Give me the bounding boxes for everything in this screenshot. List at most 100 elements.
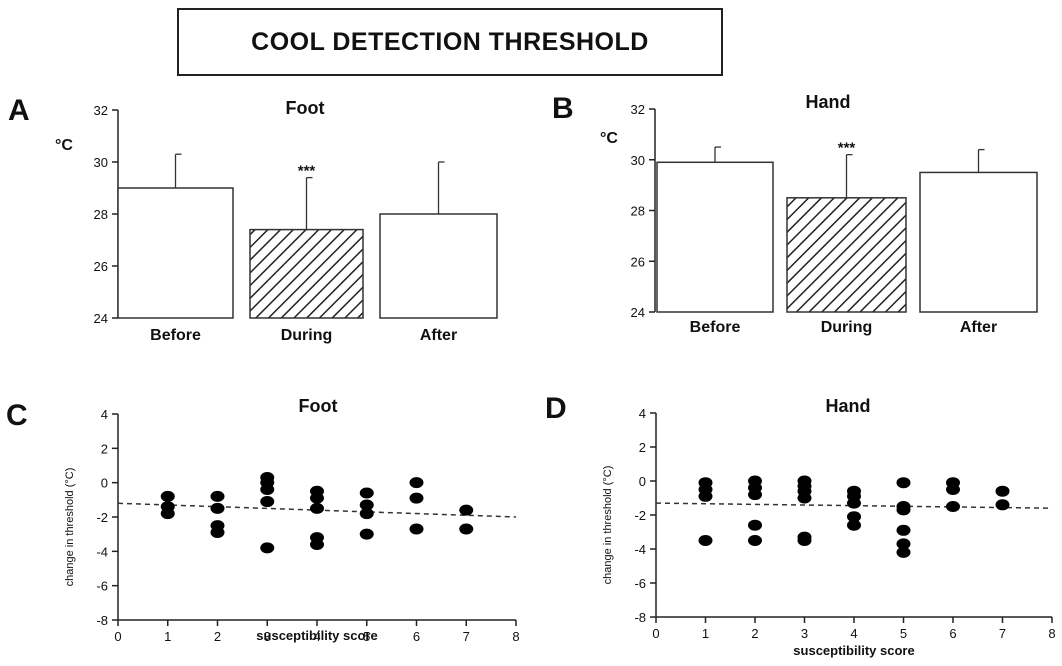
panel-c-data-point	[210, 490, 225, 502]
panel-d-data-point	[748, 489, 762, 501]
panel-d-y-tick-label: -2	[634, 508, 646, 523]
panel-c-x-tick-label: 7	[463, 629, 470, 644]
panel-d-y-tick-label: 4	[639, 406, 646, 421]
panel-d-data-point	[946, 501, 960, 512]
panel-c-data-point	[310, 502, 324, 514]
panel-a-y-tick-label: 28	[94, 207, 108, 222]
panel-b-y-tick-label: 28	[631, 204, 645, 219]
panel-a-category-label-before: Before	[150, 327, 201, 344]
panel-c-data-point	[359, 528, 374, 540]
panel-c-data-point	[260, 484, 275, 496]
panel-d-data-point	[896, 504, 911, 516]
panel-c-data-point	[160, 508, 175, 520]
panel-c-data-point	[409, 477, 424, 489]
panel-a-bar-chart: A Foot 24 26 28 30 32 °C Before *** During After	[8, 94, 498, 344]
panel-c-data-point	[359, 499, 374, 511]
panel-d-data-point	[995, 499, 1010, 511]
panel-c-data-point	[210, 526, 225, 538]
panel-c-x-tick-label: 4	[313, 629, 320, 644]
panel-c-x-tick-label: 6	[413, 629, 420, 644]
panel-d-x-axis-label: susceptibility score	[793, 643, 914, 658]
figure-title: COOL DETECTION THRESHOLD	[177, 8, 723, 76]
panel-b-y-axis-label: °C	[600, 130, 618, 147]
panel-c-data-point	[409, 523, 424, 535]
panel-b-y-tick-label: 24	[631, 305, 645, 320]
panel-d-y-tick-label: 0	[639, 474, 646, 489]
panel-c-data-point	[210, 502, 225, 514]
panel-c-scatter-plot: C Foot -8 -6 -4 -2 0 2 4 0 1 2 3 4 5 6 7 8 change in thres…	[6, 396, 520, 644]
panel-d-y-tick-label: 2	[639, 440, 646, 455]
panel-d-x-tick-label: 1	[702, 626, 709, 641]
panel-b-category-label-before: Before	[690, 319, 741, 336]
panel-d-data-point	[698, 490, 713, 502]
panel-c-x-tick-label: 0	[114, 629, 121, 644]
panel-a-y-tick-label: 24	[94, 311, 108, 326]
panel-a-category-label-after: After	[420, 327, 457, 344]
panel-c-data-point	[260, 542, 275, 554]
panel-d-data-point	[946, 484, 960, 495]
panel-b-bar-before	[656, 161, 774, 313]
panel-d-data-point	[748, 519, 762, 531]
panel-d-data-point	[797, 492, 812, 504]
panel-c-title: Foot	[299, 396, 338, 416]
panel-d-data-point	[797, 535, 812, 546]
panel-a-letter: A	[8, 94, 30, 127]
panel-c-y-tick-label: -2	[96, 510, 108, 525]
panel-c-y-tick-label: -6	[96, 579, 108, 594]
panel-c-x-axis-label: susceptibility score	[256, 628, 377, 643]
panel-d-data-point	[847, 519, 861, 531]
panel-c-data-point	[459, 504, 474, 516]
panel-d-x-tick-label: 7	[999, 626, 1006, 641]
panel-d-data-point	[896, 538, 911, 550]
panel-d-y-tick-label: -6	[634, 576, 646, 591]
panel-c-x-tick-label: 2	[214, 629, 221, 644]
panel-c-data-point	[409, 492, 424, 504]
panel-d-y-axis-label: change in threshold (°C)	[602, 466, 614, 585]
panel-a-significance-marker: ***	[298, 163, 316, 180]
panel-a-y-tick-label: 30	[94, 155, 108, 170]
panel-d-x-tick-label: 0	[652, 626, 659, 641]
panel-d-x-tick-label: 6	[949, 626, 956, 641]
panel-d-y-tick-label: -8	[634, 610, 646, 625]
panel-c-x-tick-label: 3	[264, 629, 271, 644]
panel-b-bar-after	[919, 171, 1038, 313]
panel-b-letter: B	[552, 92, 574, 125]
panel-d-data-point	[847, 497, 861, 509]
panel-d-x-tick-label: 5	[900, 626, 907, 641]
panel-c-data-point	[260, 496, 275, 508]
panel-c-y-tick-label: 0	[101, 476, 108, 491]
panel-c-y-tick-label: 2	[101, 441, 108, 456]
panel-c-data-point	[310, 538, 324, 550]
panel-a-y-tick-label: 26	[94, 259, 108, 274]
panel-b-title: Hand	[806, 92, 851, 112]
panel-d-x-tick-label: 4	[850, 626, 857, 641]
panel-c-data-point	[160, 490, 175, 502]
panel-c-x-tick-label: 1	[164, 629, 171, 644]
panel-c-x-tick-label: 5	[363, 629, 370, 644]
panel-a-category-label-during: During	[281, 327, 333, 344]
panel-d-data-point	[995, 485, 1010, 497]
panel-d-scatter-plot: D Hand -8 -6 -4 -2 0 2 4 0 1 2 3 4 5 6 7 8 change in thres…	[545, 392, 1056, 658]
panel-b-bar-during	[786, 197, 907, 313]
panel-c-letter: C	[6, 399, 28, 432]
panel-d-data-point	[748, 535, 762, 546]
panel-a-y-tick-label: 32	[94, 103, 108, 118]
panel-d-x-tick-label: 3	[801, 626, 808, 641]
panel-c-data-point	[359, 508, 374, 520]
panel-c-x-tick-label: 8	[512, 629, 519, 644]
panel-b-y-tick-label: 26	[631, 254, 645, 269]
panel-a-bar-during	[249, 228, 364, 319]
panel-b-y-tick-label: 32	[631, 102, 645, 117]
panel-a-bar-before	[117, 187, 234, 319]
panel-c-y-axis-label: change in threshold (°C)	[64, 468, 76, 587]
panel-c-data-point	[310, 492, 324, 504]
panel-c-y-tick-label: -8	[96, 613, 108, 628]
panel-b-bar-chart: B Hand 24 26 28 30 32 °C Before *** During After	[552, 92, 1038, 336]
panel-b-y-tick-label: 30	[631, 153, 645, 168]
panel-c-data-point	[459, 523, 474, 535]
panel-c-y-tick-label: 4	[101, 407, 108, 422]
panel-c-data-point	[359, 487, 374, 499]
panel-a-y-axis-label: °C	[55, 137, 73, 154]
panel-c-y-tick-label: -4	[96, 544, 108, 559]
